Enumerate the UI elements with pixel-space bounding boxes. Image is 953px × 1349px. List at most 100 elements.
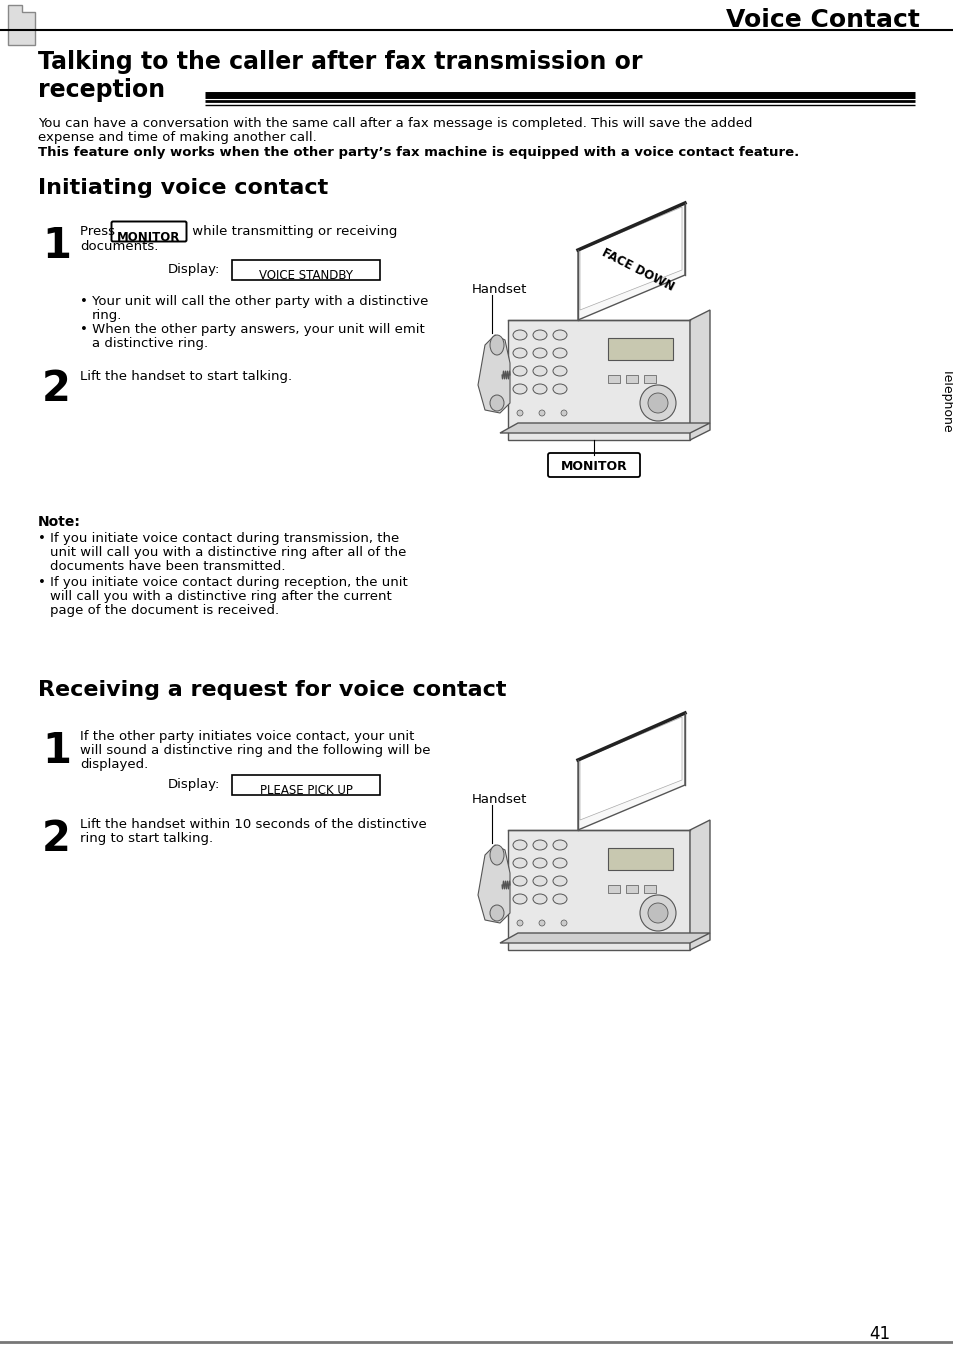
Ellipse shape: [490, 905, 503, 921]
Circle shape: [538, 920, 544, 925]
Text: page of the document is received.: page of the document is received.: [50, 604, 279, 616]
Ellipse shape: [553, 858, 566, 867]
Ellipse shape: [553, 331, 566, 340]
Polygon shape: [578, 714, 684, 830]
Text: Lift the handset within 10 seconds of the distinctive: Lift the handset within 10 seconds of th…: [80, 817, 426, 831]
Text: Lift the handset to start talking.: Lift the handset to start talking.: [80, 370, 292, 383]
Ellipse shape: [490, 335, 503, 355]
Polygon shape: [477, 844, 510, 923]
Ellipse shape: [553, 348, 566, 357]
Text: • When the other party answers, your unit will emit: • When the other party answers, your uni…: [80, 322, 424, 336]
Circle shape: [560, 920, 566, 925]
Polygon shape: [507, 830, 689, 950]
Bar: [643, 375, 656, 383]
Circle shape: [560, 410, 566, 415]
Polygon shape: [8, 5, 35, 45]
FancyBboxPatch shape: [547, 453, 639, 478]
Bar: [607, 849, 672, 870]
Ellipse shape: [490, 395, 503, 411]
Circle shape: [538, 410, 544, 415]
Text: Handset: Handset: [472, 283, 527, 295]
Bar: [232, 774, 379, 795]
Bar: [607, 375, 619, 383]
Text: You can have a conversation with the same call after a fax message is completed.: You can have a conversation with the sam…: [38, 117, 752, 130]
Text: MONITOR: MONITOR: [560, 460, 627, 472]
Polygon shape: [579, 718, 681, 820]
Text: Handset: Handset: [472, 793, 527, 805]
Polygon shape: [499, 934, 709, 943]
Text: while transmitting or receiving: while transmitting or receiving: [188, 225, 397, 237]
Text: will call you with a distinctive ring after the current: will call you with a distinctive ring af…: [50, 590, 392, 603]
Text: Telephone: Telephone: [941, 368, 953, 432]
Ellipse shape: [533, 366, 546, 376]
Ellipse shape: [533, 331, 546, 340]
Text: 41: 41: [868, 1325, 889, 1344]
Ellipse shape: [553, 894, 566, 904]
Text: ring.: ring.: [91, 309, 122, 322]
Polygon shape: [499, 424, 709, 433]
Text: MONITOR: MONITOR: [117, 231, 180, 244]
Text: Receiving a request for voice contact: Receiving a request for voice contact: [38, 680, 506, 700]
FancyBboxPatch shape: [112, 221, 186, 241]
Text: • If you initiate voice contact during transmission, the: • If you initiate voice contact during t…: [38, 532, 399, 545]
Circle shape: [639, 894, 676, 931]
Ellipse shape: [513, 876, 526, 886]
Ellipse shape: [533, 858, 546, 867]
Text: If the other party initiates voice contact, your unit: If the other party initiates voice conta…: [80, 730, 414, 743]
Ellipse shape: [533, 894, 546, 904]
Ellipse shape: [553, 366, 566, 376]
Ellipse shape: [513, 894, 526, 904]
Text: 2: 2: [42, 817, 71, 861]
Polygon shape: [689, 820, 709, 950]
Text: 2: 2: [42, 368, 71, 410]
Ellipse shape: [513, 858, 526, 867]
Circle shape: [517, 920, 522, 925]
Ellipse shape: [513, 348, 526, 357]
Text: displayed.: displayed.: [80, 758, 148, 772]
Ellipse shape: [513, 331, 526, 340]
Text: Talking to the caller after fax transmission or: Talking to the caller after fax transmis…: [38, 50, 641, 74]
Circle shape: [517, 410, 522, 415]
Text: 1: 1: [42, 730, 71, 772]
Ellipse shape: [533, 840, 546, 850]
Polygon shape: [578, 202, 684, 320]
Text: VOICE STANDBY: VOICE STANDBY: [258, 268, 353, 282]
Text: Initiating voice contact: Initiating voice contact: [38, 178, 328, 198]
Text: PLEASE PICK UP: PLEASE PICK UP: [259, 784, 352, 797]
Polygon shape: [689, 310, 709, 440]
Text: Press: Press: [80, 225, 119, 237]
Text: This feature only works when the other party’s fax machine is equipped with a vo: This feature only works when the other p…: [38, 146, 799, 159]
Text: a distinctive ring.: a distinctive ring.: [91, 337, 208, 349]
Text: FACE DOWN: FACE DOWN: [599, 246, 676, 294]
Text: documents have been transmitted.: documents have been transmitted.: [50, 560, 285, 573]
Ellipse shape: [513, 366, 526, 376]
Circle shape: [647, 902, 667, 923]
Bar: [625, 375, 638, 383]
Text: Display:: Display:: [168, 263, 220, 277]
Text: Voice Contact: Voice Contact: [725, 8, 919, 32]
Polygon shape: [579, 206, 681, 310]
Text: reception: reception: [38, 78, 165, 103]
Polygon shape: [507, 320, 689, 440]
Ellipse shape: [533, 348, 546, 357]
Bar: [232, 260, 379, 281]
Ellipse shape: [490, 844, 503, 865]
Text: will sound a distinctive ring and the following will be: will sound a distinctive ring and the fo…: [80, 745, 430, 757]
Ellipse shape: [533, 384, 546, 394]
Bar: [607, 339, 672, 360]
Text: expense and time of making another call.: expense and time of making another call.: [38, 131, 316, 144]
Ellipse shape: [553, 384, 566, 394]
Text: • Your unit will call the other party with a distinctive: • Your unit will call the other party wi…: [80, 295, 428, 308]
Circle shape: [639, 384, 676, 421]
Polygon shape: [477, 335, 510, 413]
Text: Note:: Note:: [38, 515, 81, 529]
Ellipse shape: [553, 876, 566, 886]
Ellipse shape: [513, 840, 526, 850]
Ellipse shape: [553, 840, 566, 850]
Bar: [625, 885, 638, 893]
Text: • If you initiate voice contact during reception, the unit: • If you initiate voice contact during r…: [38, 576, 407, 590]
Text: ring to start talking.: ring to start talking.: [80, 832, 213, 844]
Bar: [607, 885, 619, 893]
Text: documents.: documents.: [80, 240, 158, 254]
Ellipse shape: [533, 876, 546, 886]
